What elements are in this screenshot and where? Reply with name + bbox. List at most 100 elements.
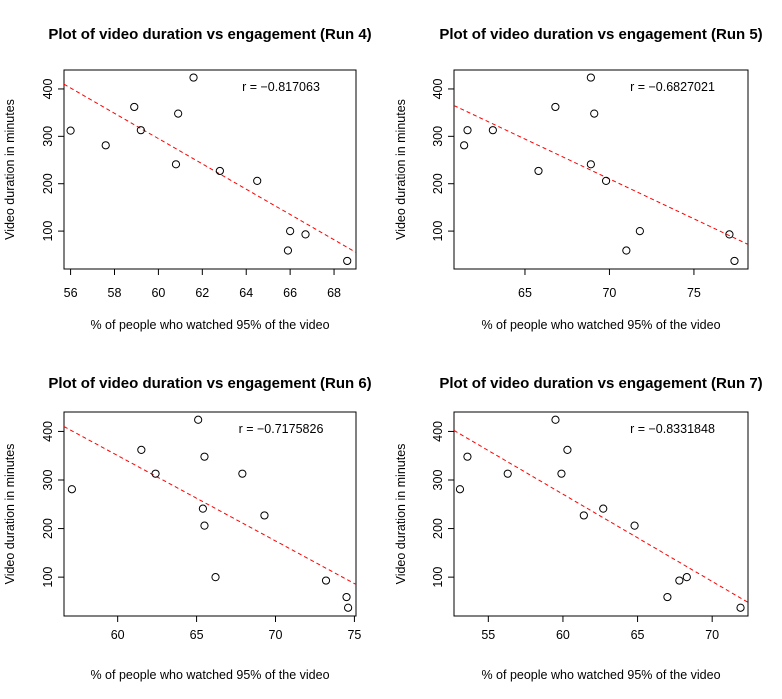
data-point [463,452,472,461]
x-axis-label: % of people who watched 95% of the video [481,318,720,332]
data-point [174,109,183,118]
y-tick-label: 300 [41,470,55,491]
x-tick-label: 70 [269,628,283,642]
y-tick-label: 400 [41,78,55,99]
data-point [136,126,145,135]
y-tick-label: 100 [431,567,445,588]
x-tick-label: 68 [327,286,341,300]
data-point [194,415,203,424]
plot-frame [63,411,357,617]
y-axis-label: Video duration in minutes [394,99,408,240]
data-point [198,504,207,513]
data-point [503,469,512,478]
y-axis-label: Video duration in minutes [3,99,17,240]
data-point [682,573,691,582]
data-point [488,126,497,135]
data-point [238,469,247,478]
y-tick-label: 200 [431,518,445,539]
y-tick-label: 100 [431,221,445,242]
data-point [344,603,353,612]
x-tick-label: 58 [108,286,122,300]
data-point [590,109,599,118]
y-axis-label: Video duration in minutes [394,444,408,585]
data-point [630,521,639,530]
y-tick-label: 300 [41,126,55,147]
data-point [321,576,331,585]
y-tick-label: 400 [431,421,445,442]
plot-frame [453,411,749,617]
data-point [130,102,139,112]
data-point [342,592,351,602]
y-tick-label: 300 [431,470,445,491]
data-point [455,485,465,494]
data-point [283,246,293,255]
x-tick-label: 70 [705,628,719,642]
data-point [343,256,352,266]
data-point [663,592,672,602]
panel-title: Plot of video duration vs engagement (Ru… [48,375,371,392]
data-point [253,176,262,185]
data-point [635,226,644,236]
y-tick-label: 200 [431,173,445,194]
panel-run-5: Plot of video duration vs engagement (Ru… [394,26,763,332]
data-point [260,511,269,520]
x-tick-label: 62 [195,286,209,300]
correlation-annotation: r = −0.7175826 [239,422,324,436]
regression-line [454,430,748,603]
data-point [725,230,734,239]
x-tick-label: 56 [64,286,78,300]
data-point [151,469,160,478]
data-point [551,102,560,112]
y-axis-label: Video duration in minutes [3,444,17,585]
x-axis-label: % of people who watched 95% of the video [90,668,329,682]
data-point [622,246,631,255]
data-point [599,504,608,513]
data-point [534,166,543,176]
data-point [675,576,684,585]
panel-run-7: Plot of video duration vs engagement (Ru… [394,375,763,682]
data-point [286,226,295,236]
y-tick-label: 100 [41,221,55,242]
data-point [551,415,560,424]
x-tick-label: 55 [481,628,495,642]
data-point [563,445,572,454]
correlation-annotation: r = −0.6827021 [630,80,715,94]
data-point [66,126,75,135]
data-point [579,511,588,520]
x-tick-label: 64 [239,286,253,300]
y-tick-label: 200 [41,173,55,194]
y-tick-label: 300 [431,126,445,147]
data-point [736,603,745,612]
panel-run-4: Plot of video duration vs engagement (Ru… [3,26,372,332]
data-point [137,445,146,454]
x-tick-label: 65 [518,286,532,300]
correlation-annotation: r = −0.817063 [242,80,320,94]
x-tick-label: 65 [190,628,204,642]
panel-title: Plot of video duration vs engagement (Ru… [48,26,371,43]
data-point [301,230,310,239]
x-tick-label: 65 [631,628,645,642]
y-tick-label: 200 [41,518,55,539]
x-tick-label: 75 [347,628,361,642]
data-point [171,160,181,169]
data-point [211,573,220,582]
regression-line [64,83,356,253]
data-point [460,141,469,150]
data-point [730,256,739,266]
panel-title: Plot of video duration vs engagement (Ru… [439,26,762,43]
x-tick-label: 66 [283,286,297,300]
panel-run-6: Plot of video duration vs engagement (Ru… [3,375,372,682]
plot-frame [453,69,749,270]
y-tick-label: 400 [41,421,55,442]
x-tick-label: 75 [687,286,701,300]
x-axis-label: % of people who watched 95% of the video [90,318,329,332]
data-point [601,176,611,185]
panel-title: Plot of video duration vs engagement (Ru… [439,375,762,392]
data-point [215,166,224,176]
data-point [586,73,595,82]
data-point [101,141,110,150]
x-tick-label: 60 [556,628,570,642]
correlation-annotation: r = −0.8331848 [630,422,715,436]
